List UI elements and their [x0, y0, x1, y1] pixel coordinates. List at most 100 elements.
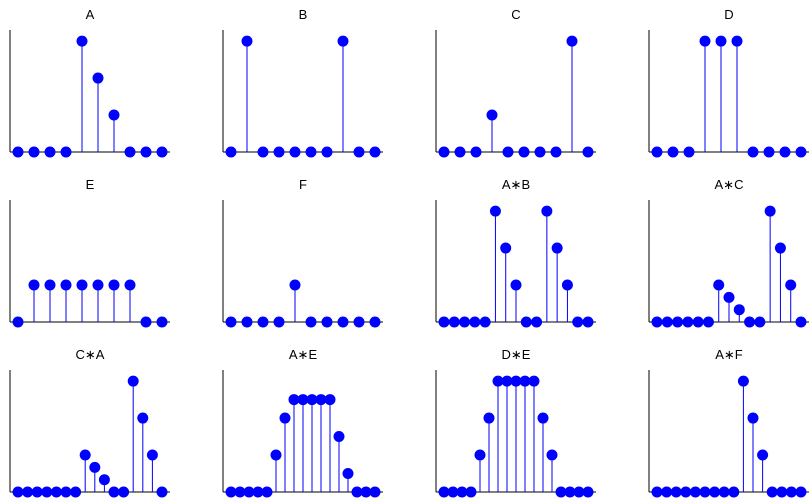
stem-marker: [692, 316, 704, 328]
panel-1: A: [9, 7, 170, 158]
stem-marker: [502, 146, 514, 158]
panel-title: A∗B: [502, 177, 530, 192]
stem-marker: [454, 146, 466, 158]
stem-marker: [510, 279, 522, 291]
stem-marker: [680, 486, 692, 498]
stem-marker: [546, 449, 558, 461]
stem-marker: [718, 486, 730, 498]
stem-marker: [76, 35, 88, 47]
stem-marker: [500, 242, 512, 254]
stem-marker: [257, 146, 269, 158]
stem-marker: [353, 146, 365, 158]
stem-marker: [518, 146, 530, 158]
panel-title: A: [86, 7, 95, 22]
stem-marker: [702, 316, 714, 328]
stem-marker: [12, 316, 24, 328]
stem-marker: [754, 316, 766, 328]
stem-marker: [651, 316, 663, 328]
stem-marker: [699, 486, 711, 498]
stem-marker: [333, 431, 345, 443]
stem-marker: [531, 316, 543, 328]
stem-marker: [550, 146, 562, 158]
stem-marker: [31, 486, 43, 498]
stem-marker: [92, 279, 104, 291]
stem-marker: [534, 146, 546, 158]
stem-marker: [261, 486, 273, 498]
panel-title: D∗E: [502, 347, 531, 362]
stem-marker: [667, 146, 679, 158]
stem-marker: [566, 35, 578, 47]
stem-marker: [776, 486, 788, 498]
stem-marker: [273, 316, 285, 328]
stem-marker: [60, 146, 72, 158]
stem-marker: [672, 316, 684, 328]
panel-title: A∗C: [715, 177, 744, 192]
stem-marker: [137, 412, 149, 424]
panel-4: D: [648, 7, 809, 158]
stem-marker: [70, 486, 82, 498]
stem-marker: [651, 486, 663, 498]
stem-marker: [551, 242, 563, 254]
stem-marker: [89, 461, 101, 473]
stem-marker: [289, 279, 301, 291]
stem-marker: [50, 486, 62, 498]
stem-marker: [225, 146, 237, 158]
stem-marker: [369, 316, 381, 328]
stem-marker: [305, 316, 317, 328]
stem-marker: [118, 486, 130, 498]
stem-marker: [140, 146, 152, 158]
stem-marker: [79, 449, 91, 461]
stem-marker: [483, 412, 495, 424]
stem-marker: [324, 394, 336, 406]
panel-title: D: [724, 7, 733, 22]
stem-marker: [474, 449, 486, 461]
stem-marker: [369, 486, 381, 498]
stem-marker: [733, 304, 745, 316]
stem-marker: [470, 146, 482, 158]
stem-marker: [661, 486, 673, 498]
panel-7: A∗B: [435, 177, 596, 328]
stem-marker: [76, 279, 88, 291]
stem-marker: [582, 146, 594, 158]
stem-marker: [528, 375, 540, 387]
panel-title: A∗F: [715, 347, 743, 362]
panel-10: A∗E: [222, 347, 383, 498]
stem-marker: [757, 449, 769, 461]
stem-marker: [342, 468, 354, 480]
stem-marker: [108, 279, 120, 291]
panel-3: C: [435, 7, 596, 158]
stem-marker: [12, 486, 24, 498]
stem-marker: [12, 146, 24, 158]
stem-marker: [459, 316, 471, 328]
stem-marker: [140, 316, 152, 328]
stem-marker: [572, 316, 584, 328]
stem-marker: [541, 205, 553, 217]
stem-marker: [763, 146, 775, 158]
stem-marker: [709, 486, 721, 498]
panel-6: F: [222, 177, 383, 328]
stem-marker: [60, 486, 72, 498]
stem-marker: [273, 146, 285, 158]
stem-marker: [28, 279, 40, 291]
stem-marker: [795, 486, 807, 498]
panel-2: B: [222, 7, 383, 158]
panel-title: A∗E: [289, 347, 318, 362]
stem-marker: [241, 35, 253, 47]
stem-marker: [321, 146, 333, 158]
stem-marker: [682, 316, 694, 328]
stem-marker: [582, 486, 594, 498]
stem-marker: [156, 146, 168, 158]
stem-marker: [156, 486, 168, 498]
stem-marker: [774, 242, 786, 254]
stem-marker: [337, 316, 349, 328]
stem-marker: [779, 146, 791, 158]
stem-marker: [270, 449, 282, 461]
stem-marker: [651, 146, 663, 158]
stem-marker: [98, 474, 110, 486]
stem-marker: [747, 146, 759, 158]
stem-marker: [520, 316, 532, 328]
stem-marker: [156, 316, 168, 328]
stem-marker: [60, 279, 72, 291]
stem-marker: [689, 486, 701, 498]
stem-marker: [279, 412, 291, 424]
